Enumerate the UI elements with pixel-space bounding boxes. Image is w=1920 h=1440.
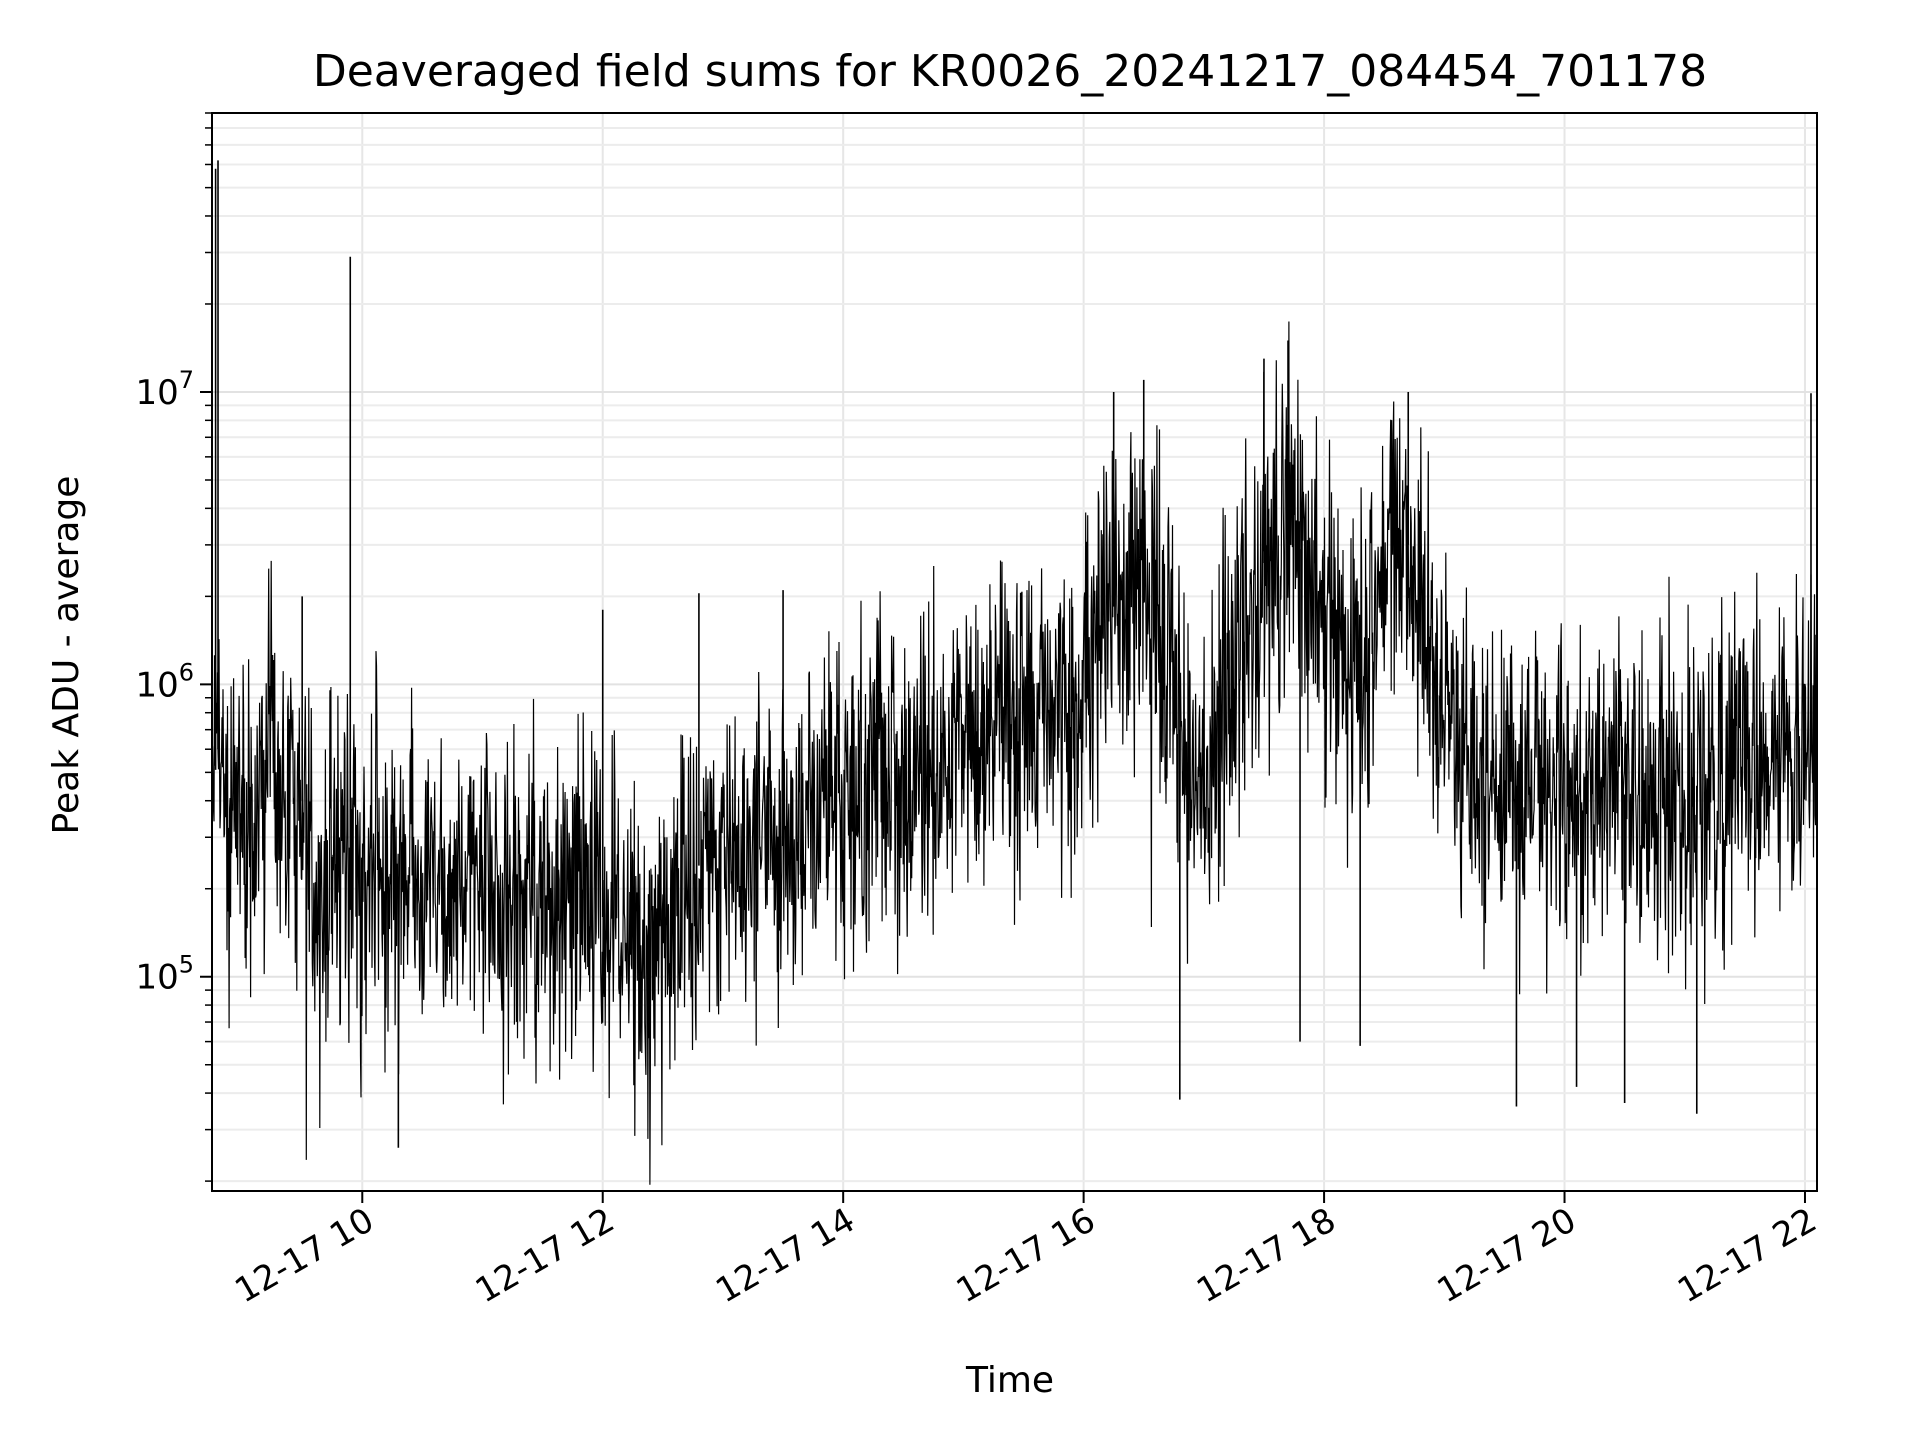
y-tick-label: 105 [135,951,194,998]
plot-frame [211,112,1818,1192]
y-tick-label: 107 [135,366,194,413]
series-line [211,321,1818,1185]
x-axis-label: Time [965,1360,1054,1401]
series-layer [211,160,1818,1185]
y-axis-label: Peak ADU - average [46,476,87,835]
chart-title: Deaveraged field sums for KR0026_2024121… [313,46,1707,97]
y-tick-label: 106 [135,658,194,705]
